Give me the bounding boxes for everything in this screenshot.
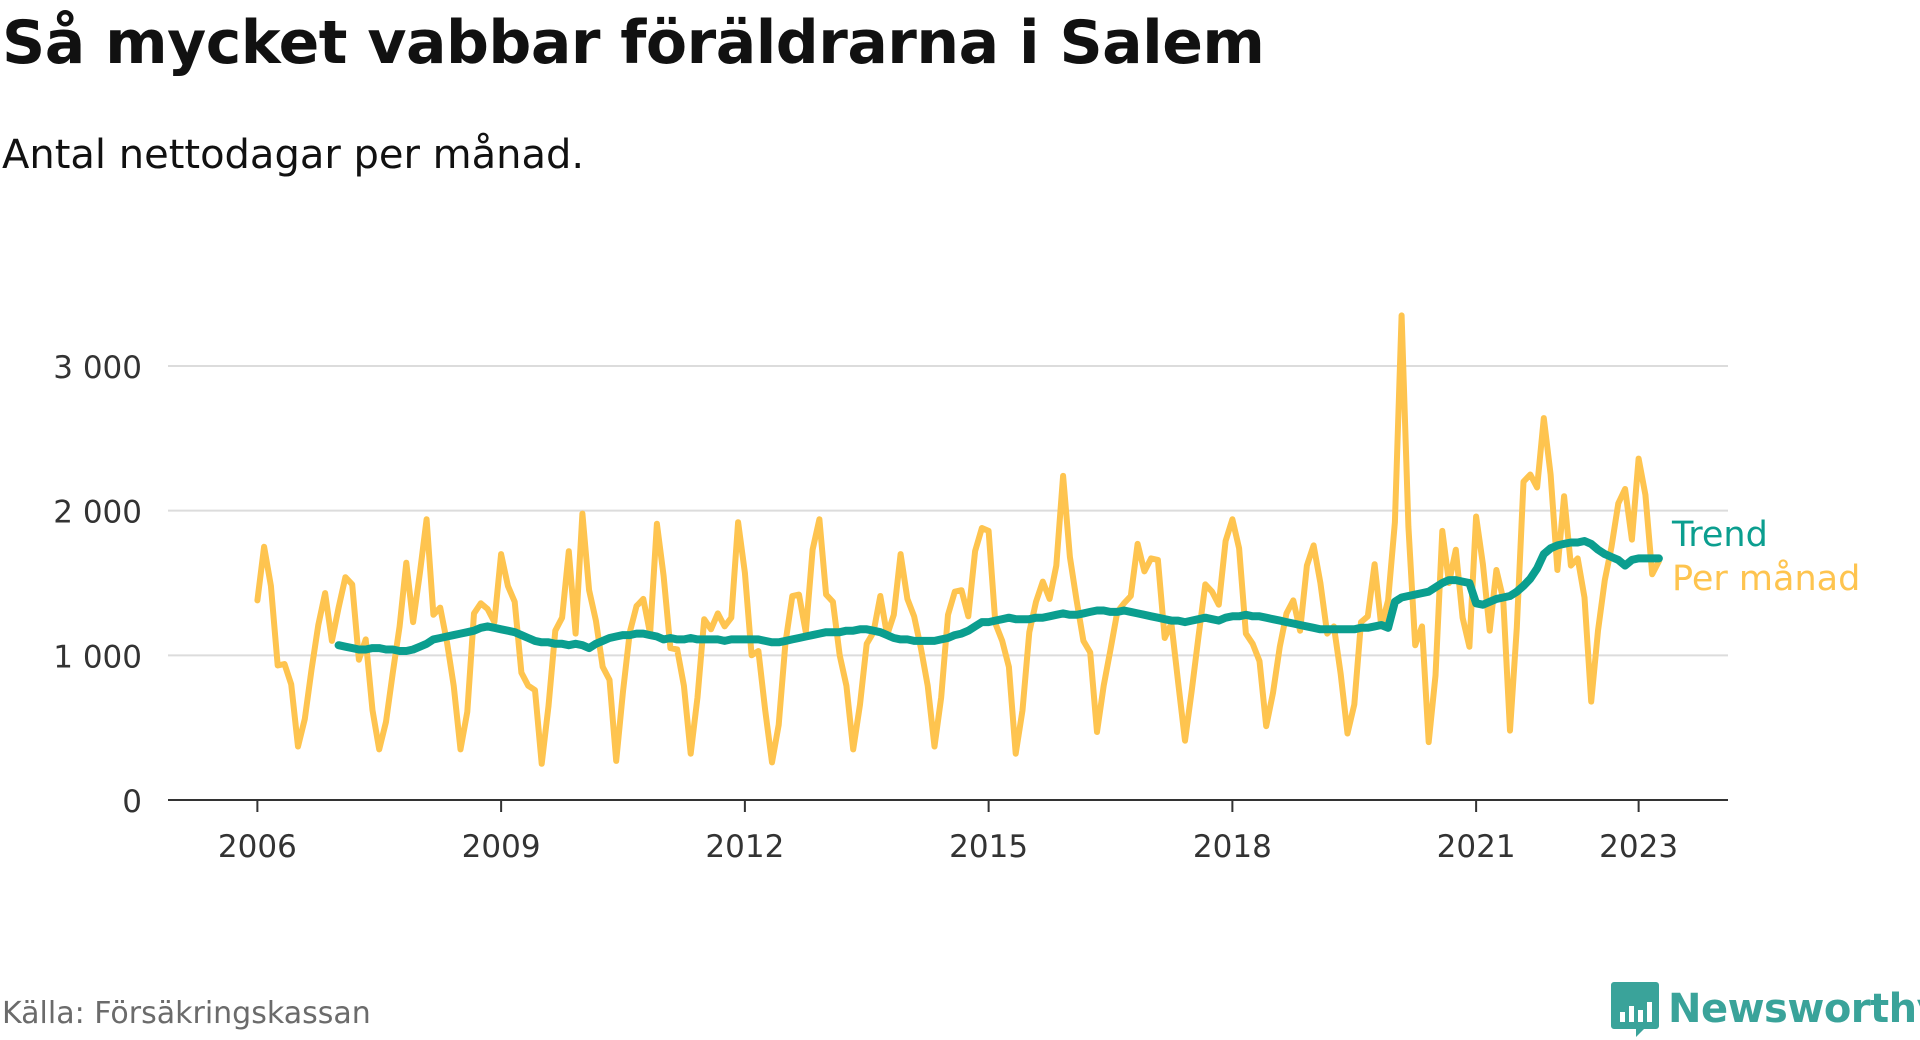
y-tick-label: 0 bbox=[122, 784, 142, 820]
trend-series-line bbox=[334, 537, 1663, 655]
page-title: Så mycket vabbar föräldrarna i Salem bbox=[2, 8, 1265, 78]
brand-name: Newsworthy bbox=[1668, 986, 1920, 1032]
trend-series-label: Trend bbox=[1671, 515, 1768, 555]
page-subtitle: Antal nettodagar per månad. bbox=[2, 132, 585, 178]
monthly-series-line bbox=[254, 312, 1662, 767]
x-tick-label: 2009 bbox=[462, 829, 541, 865]
x-tick-label: 2023 bbox=[1599, 829, 1678, 865]
x-tick-label: 2006 bbox=[218, 829, 297, 865]
x-axis: 2006 2009 2012 2015 2018 2021 2023 bbox=[168, 799, 1728, 865]
source-note: Källa: Försäkringskassan bbox=[2, 996, 371, 1031]
y-tick-label: 1 000 bbox=[53, 639, 142, 675]
x-tick-label: 2012 bbox=[705, 829, 784, 865]
x-tick-label: 2021 bbox=[1437, 829, 1516, 865]
newsworthy-logo-icon bbox=[1611, 982, 1659, 1037]
y-tick-label: 3 000 bbox=[53, 350, 142, 386]
x-tick-label: 2015 bbox=[949, 829, 1028, 865]
monthly-series-label: Per månad bbox=[1672, 558, 1860, 599]
brand-logo[interactable]: Newsworthy bbox=[1610, 980, 1920, 1038]
series-lines bbox=[254, 312, 1663, 767]
x-tick-label: 2018 bbox=[1193, 829, 1272, 865]
y-axis-labels: 0 1 000 2 000 3 000 bbox=[53, 350, 142, 820]
y-tick-label: 2 000 bbox=[53, 495, 142, 531]
gridlines bbox=[168, 365, 1728, 657]
